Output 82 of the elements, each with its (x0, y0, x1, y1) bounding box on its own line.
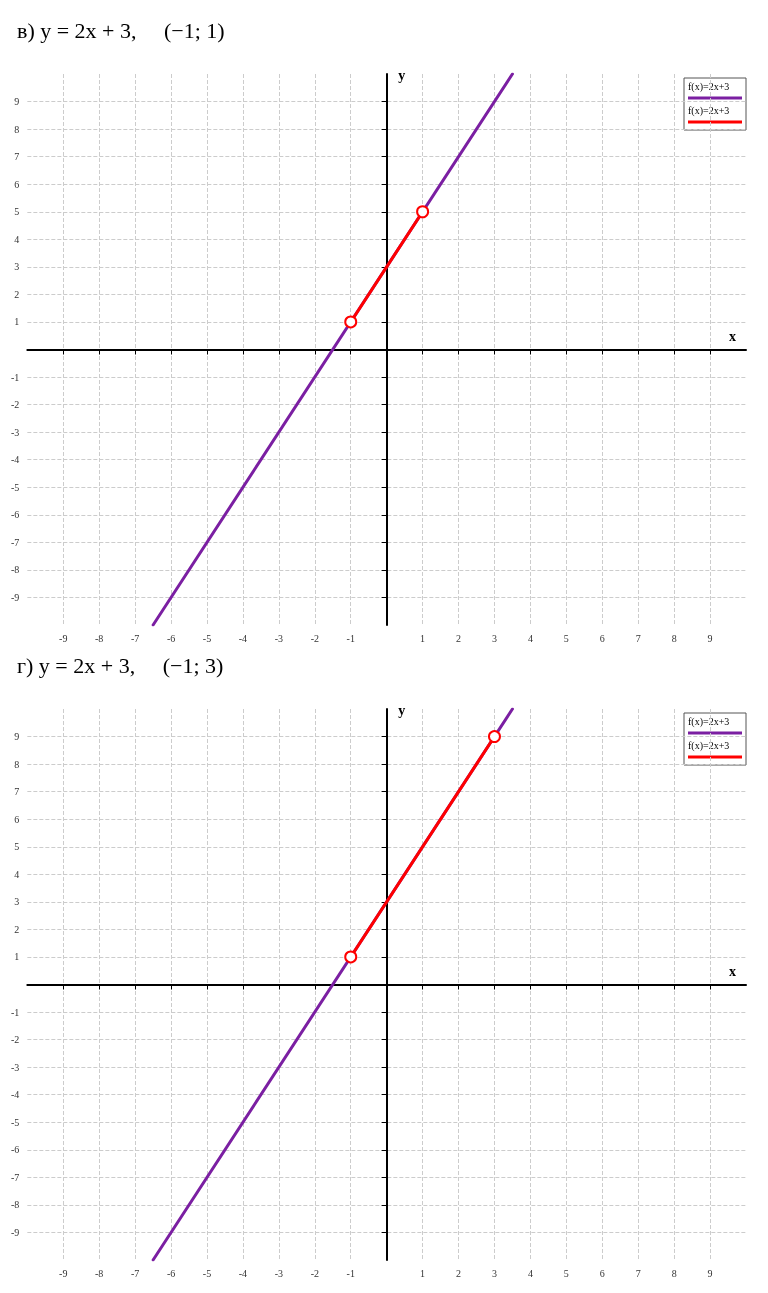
x-tick-label: -3 (274, 632, 284, 644)
y-tick-label: -2 (10, 1034, 20, 1046)
x-tick-label: 1 (420, 632, 426, 644)
x-tick-label: 7 (635, 632, 641, 644)
x-tick-label: 8 (671, 1267, 677, 1279)
y-tick-label: 4 (14, 868, 20, 880)
y-tick-label: -2 (10, 399, 20, 411)
y-tick-label: -6 (10, 509, 20, 521)
y-tick-label: 1 (14, 951, 20, 963)
y-tick-label: 6 (14, 178, 20, 190)
x-tick-label: 8 (671, 632, 677, 644)
x-tick-label: 7 (635, 1267, 641, 1279)
y-tick-label: -4 (10, 1089, 20, 1101)
x-tick-label: -6 (166, 632, 176, 644)
y-tick-label: 4 (14, 233, 20, 245)
x-tick-label: 5 (563, 1267, 569, 1279)
y-tick-label: -7 (10, 1171, 20, 1183)
chart-title: г) y = 2x + 3, (−1; 3) (17, 652, 224, 678)
y-tick-label: 7 (14, 786, 20, 798)
y-tick-label: -8 (10, 1199, 20, 1211)
y-tick-label: -4 (10, 454, 20, 466)
x-tick-label: 1 (420, 1267, 426, 1279)
x-tick-label: -9 (59, 1267, 68, 1279)
y-tick-label: 9 (14, 731, 20, 743)
y-tick-label: -3 (10, 1061, 20, 1073)
x-tick-label: -4 (238, 632, 248, 644)
text: f(x)=2x+3 (688, 739, 730, 752)
x-tick-label: -8 (95, 632, 104, 644)
y-tick-label: 1 (14, 316, 20, 328)
y-tick-label: 2 (14, 923, 20, 935)
x-tick-label: -3 (274, 1267, 284, 1279)
x-axis-title: x (729, 329, 736, 344)
x-tick-label: -4 (238, 1267, 248, 1279)
x-tick-label: 4 (527, 632, 533, 644)
y-tick-label: -9 (10, 591, 20, 603)
text: f(x)=2x+3 (688, 80, 730, 93)
y-tick-label: 9 (14, 96, 20, 108)
y-tick-label: -6 (10, 1144, 20, 1156)
y-tick-label: 3 (14, 261, 20, 273)
text: f(x)=2x+3 (688, 715, 730, 728)
x-tick-label: 4 (527, 1267, 533, 1279)
y-tick-label: -5 (10, 1116, 20, 1128)
x-tick-label: -7 (130, 632, 140, 644)
x-tick-label: 2 (456, 1267, 462, 1279)
x-tick-label: 5 (563, 632, 569, 644)
x-tick-label: 6 (599, 1267, 605, 1279)
x-tick-label: -6 (166, 1267, 176, 1279)
x-tick-label: -2 (310, 632, 319, 644)
x-tick-label: -2 (310, 1267, 319, 1279)
y-tick-label: 5 (14, 841, 20, 853)
x-tick-label: 3 (491, 632, 497, 644)
y-tick-label: 2 (14, 288, 20, 300)
chart-title: в) y = 2x + 3, (−1; 1) (17, 17, 225, 43)
y-tick-label: -8 (10, 564, 20, 576)
y-tick-label: -1 (10, 371, 20, 383)
x-tick-label: -9 (59, 632, 68, 644)
y-tick-label: 6 (14, 813, 20, 825)
y-axis-title: y (398, 67, 406, 83)
x-tick-label: -5 (202, 1267, 212, 1279)
y-tick-label: -5 (10, 481, 20, 493)
y-tick-label: -3 (10, 426, 20, 438)
y-tick-label: -9 (10, 1226, 20, 1238)
x-tick-label: 3 (491, 1267, 497, 1279)
x-tick-label: 6 (599, 632, 605, 644)
x-tick-label: -1 (346, 632, 355, 644)
y-tick-label: -7 (10, 536, 20, 548)
y-tick-label: 8 (14, 758, 20, 770)
y-tick-label: 3 (14, 896, 20, 908)
x-tick-label: -8 (95, 1267, 104, 1279)
y-tick-label: -1 (10, 1006, 20, 1018)
y-tick-label: 7 (14, 151, 20, 163)
y-axis-title: y (398, 702, 406, 718)
y-tick-label: 5 (14, 206, 20, 218)
x-tick-label: -1 (346, 1267, 355, 1279)
x-tick-label: -5 (202, 632, 212, 644)
x-tick-label: -7 (130, 1267, 140, 1279)
x-tick-label: 9 (707, 632, 713, 644)
x-tick-label: 9 (707, 1267, 713, 1279)
text: f(x)=2x+3 (688, 104, 730, 117)
x-tick-label: 2 (456, 632, 462, 644)
y-tick-label: 8 (14, 123, 20, 135)
x-axis-title: x (729, 964, 736, 979)
